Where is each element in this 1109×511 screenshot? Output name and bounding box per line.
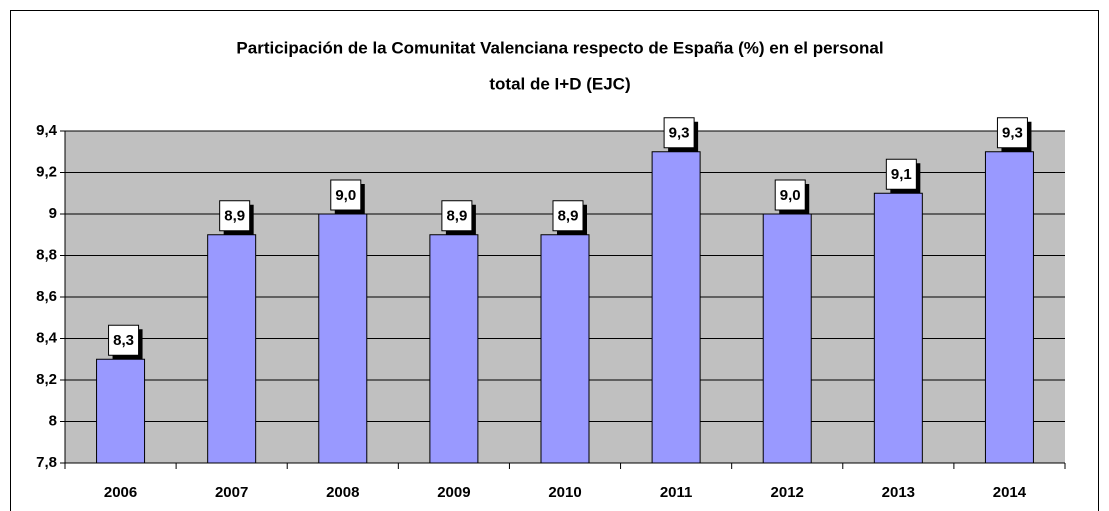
x-tick-label: 2007 bbox=[215, 484, 248, 501]
value-label-box bbox=[108, 324, 140, 356]
value-label-box bbox=[441, 200, 473, 232]
y-tick-label: 8,6 bbox=[36, 288, 57, 305]
x-tick-label: 2011 bbox=[660, 484, 693, 501]
value-label: 8,3 bbox=[113, 332, 134, 349]
value-label-box bbox=[552, 200, 584, 232]
bar bbox=[318, 213, 368, 464]
y-tick-label: 7,8 bbox=[36, 454, 57, 471]
bar bbox=[429, 234, 479, 464]
bar bbox=[984, 151, 1034, 464]
value-label: 8,9 bbox=[224, 208, 245, 225]
value-label-box bbox=[330, 179, 362, 211]
x-tick-label: 2014 bbox=[993, 484, 1027, 501]
y-tick-label: 8,8 bbox=[36, 246, 57, 263]
value-label-box bbox=[996, 117, 1028, 149]
y-tick-label: 9,2 bbox=[36, 163, 57, 180]
value-label-box bbox=[663, 117, 695, 149]
y-tick-label: 8,2 bbox=[36, 371, 57, 388]
x-tick-label: 2006 bbox=[104, 484, 137, 501]
value-label: 9,3 bbox=[1002, 125, 1023, 142]
x-tick-label: 2013 bbox=[882, 484, 915, 501]
value-label-box bbox=[885, 158, 917, 190]
value-label: 9,1 bbox=[891, 166, 912, 183]
bar bbox=[651, 151, 701, 464]
chart-title: total de I+D (EJC) bbox=[489, 74, 630, 93]
value-label: 8,9 bbox=[558, 208, 579, 225]
value-label: 8,9 bbox=[446, 208, 467, 225]
value-label: 9,3 bbox=[669, 125, 690, 142]
y-tick-label: 9,4 bbox=[36, 122, 58, 139]
y-tick-label: 8 bbox=[49, 412, 57, 429]
y-tick-label: 8,4 bbox=[36, 329, 58, 346]
value-label-box bbox=[219, 200, 251, 232]
bar bbox=[540, 234, 590, 464]
x-tick-label: 2010 bbox=[548, 484, 581, 501]
value-label: 9,0 bbox=[780, 187, 801, 204]
bar bbox=[96, 358, 146, 464]
value-label: 9,0 bbox=[335, 187, 356, 204]
x-tick-label: 2008 bbox=[326, 484, 359, 501]
x-tick-label: 2009 bbox=[437, 484, 470, 501]
chart-title: Participación de la Comunitat Valenciana… bbox=[236, 38, 883, 57]
value-label-box bbox=[774, 179, 806, 211]
y-tick-label: 9 bbox=[49, 205, 57, 222]
bar bbox=[873, 192, 923, 464]
x-tick-label: 2012 bbox=[771, 484, 804, 501]
bar bbox=[207, 234, 257, 464]
bar bbox=[762, 213, 812, 464]
